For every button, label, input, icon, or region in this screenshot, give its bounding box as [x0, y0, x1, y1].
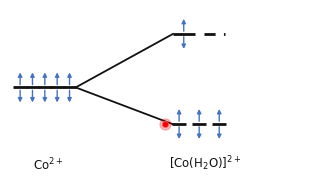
Text: Co$^{2+}$: Co$^{2+}$ [33, 157, 63, 173]
Text: [Co(H$_2$O)]$^{2+}$: [Co(H$_2$O)]$^{2+}$ [169, 154, 242, 173]
